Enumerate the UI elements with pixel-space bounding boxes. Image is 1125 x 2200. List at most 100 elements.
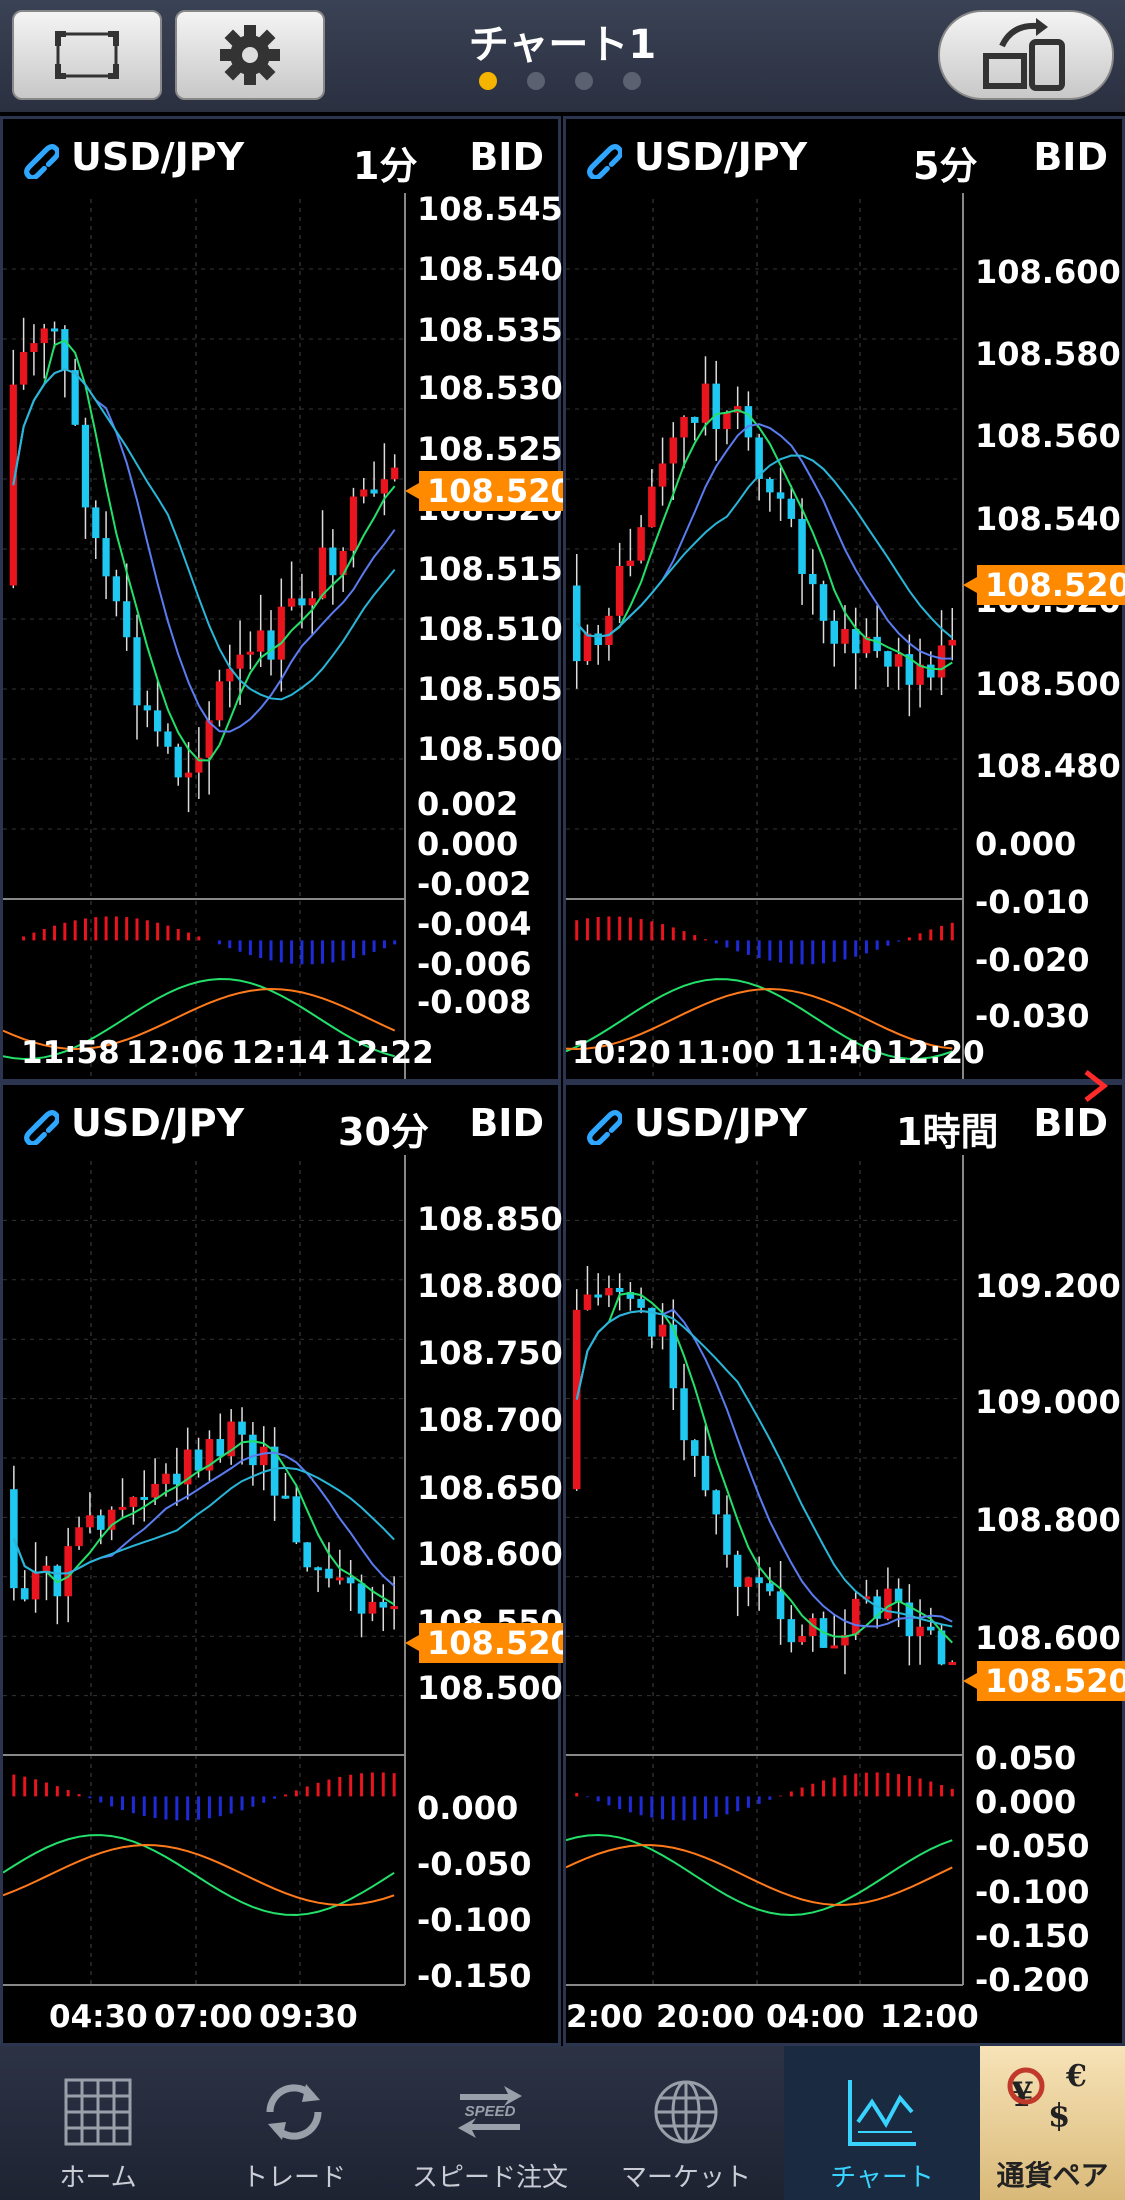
rotate-layout-button[interactable] [938, 10, 1114, 100]
candle [787, 1619, 796, 1643]
nav-trade[interactable]: トレード [196, 2046, 392, 2200]
chart-panel[interactable]: USD/JPY 30分 BID 108.850 108.800 108.750 108.… [0, 1082, 581, 2046]
candle [31, 1572, 40, 1600]
settings-button[interactable] [175, 10, 325, 100]
link-icon[interactable] [17, 1103, 59, 1145]
candle [42, 1565, 51, 1573]
speed-icon-text: SPEED [465, 2103, 516, 2120]
chart-panel-header[interactable]: USD/JPY 1分 BID [3, 119, 558, 193]
chart-panel[interactable]: USD/JPY 1分 BID 108.545 108.540 108.535 108.5… [0, 116, 581, 1082]
candle [916, 1626, 924, 1637]
macd-line [3, 978, 395, 1060]
chart-panel-header[interactable]: USD/JPY 5分 BID [566, 119, 1122, 193]
candle [809, 1618, 817, 1637]
page-dot[interactable] [623, 72, 641, 90]
fullscreen-button[interactable] [12, 10, 162, 100]
current-price-tag: 108.520 [405, 1623, 581, 1663]
candle [744, 1577, 753, 1587]
time-axis-label: 04:00 [766, 1999, 865, 2035]
nav-home[interactable]: ホーム [0, 2046, 196, 2200]
candle [71, 370, 79, 425]
moving-average-line [575, 454, 953, 639]
candle [226, 668, 234, 682]
oscillator-axis-label: -0.050 [417, 1845, 532, 1883]
chart-panel[interactable]: USD/JPY 1時間 BID 109.200 109.000 108.800 108.… [563, 1082, 1125, 2046]
candle [133, 637, 141, 706]
candle [205, 720, 213, 758]
rotate-device-icon [983, 18, 1065, 91]
oscillator-axis-label: -0.200 [975, 1961, 1090, 1999]
candle [325, 1568, 333, 1579]
oscillator-axis-label: -0.008 [417, 983, 532, 1021]
candle [118, 1506, 127, 1510]
chart-panel-header[interactable]: USD/JPY 1時間 BID [566, 1085, 1122, 1159]
candle [594, 1294, 602, 1298]
candle [755, 437, 763, 479]
candle [174, 746, 182, 778]
candle [701, 1455, 710, 1491]
candle [298, 598, 306, 606]
link-icon[interactable] [580, 1103, 622, 1145]
candle [129, 1496, 138, 1507]
candle [81, 424, 90, 508]
page-dot[interactable] [479, 72, 497, 90]
gear-icon [220, 25, 280, 85]
candle [905, 654, 914, 685]
candlestick-chart[interactable] [566, 1085, 1122, 2043]
timeframe-label[interactable]: 30分 [338, 1110, 429, 1154]
time-axis-label: 07:00 [154, 1999, 253, 2035]
timeframe-label[interactable]: 5分 [913, 144, 978, 188]
timeframe-label[interactable]: 1時間 [896, 1110, 999, 1154]
candle [288, 598, 296, 607]
moving-average-line [575, 1291, 953, 1644]
candle [862, 636, 871, 654]
bottom-nav: ホーム トレード SPEED スピード注文 マーケット [0, 2046, 1125, 2200]
price-axis-label: 108.800 [975, 1501, 1121, 1539]
candlestick-chart[interactable] [3, 119, 558, 1079]
bid-label[interactable]: BID [1033, 1101, 1108, 1145]
page-dot[interactable] [575, 72, 593, 90]
timeframe-label[interactable]: 1分 [353, 144, 418, 188]
moving-average-line [575, 423, 953, 660]
signal-line [3, 988, 396, 1050]
bid-label[interactable]: BID [469, 1101, 544, 1145]
candle [583, 633, 592, 662]
candle [10, 1489, 18, 1589]
candle [948, 639, 957, 646]
nav-speed-order[interactable]: SPEED スピード注文 [392, 2046, 588, 2200]
bid-label[interactable]: BID [469, 135, 544, 179]
chart-panel-header[interactable]: USD/JPY 30分 BID [3, 1085, 558, 1159]
candle [151, 1483, 159, 1498]
signal-line [566, 987, 953, 1051]
nav-chart[interactable]: チャート [784, 2046, 980, 2200]
candlestick-chart[interactable] [566, 119, 1122, 1079]
candle [184, 772, 193, 778]
next-arrow-icon[interactable] [1080, 1068, 1110, 1104]
time-axis-label: 11:40 [784, 1035, 883, 1071]
candle [583, 1294, 592, 1310]
bid-label[interactable]: BID [1033, 135, 1108, 179]
candle [238, 1421, 246, 1435]
time-axis-label: 12:14 [231, 1035, 330, 1071]
candlestick-chart[interactable] [3, 1085, 558, 2043]
link-icon[interactable] [17, 137, 59, 179]
candle [143, 705, 151, 711]
candle [927, 1626, 935, 1631]
candle [669, 437, 678, 464]
candle [173, 1473, 181, 1485]
nav-market[interactable]: マーケット [588, 2046, 784, 2200]
moving-average-line [12, 1466, 395, 1575]
price-axis-label: 108.540 [417, 250, 563, 288]
chart-panel[interactable]: USD/JPY 5分 BID 108.600 108.580 108.560 108.5… [563, 116, 1125, 1082]
moving-average-line [12, 368, 396, 733]
candle [658, 463, 667, 487]
candle [281, 1495, 290, 1499]
price-axis-label: 108.540 [975, 500, 1121, 538]
moving-average-line [12, 339, 396, 762]
page-dot[interactable] [527, 72, 545, 90]
link-icon[interactable] [580, 137, 622, 179]
symbol-label: USD/JPY [71, 1101, 245, 1145]
nav-currency-pair[interactable]: ¥ $ € 通貨ペア [980, 2046, 1125, 2200]
candle [30, 343, 38, 353]
time-axis-label: 11:58 [21, 1035, 120, 1071]
